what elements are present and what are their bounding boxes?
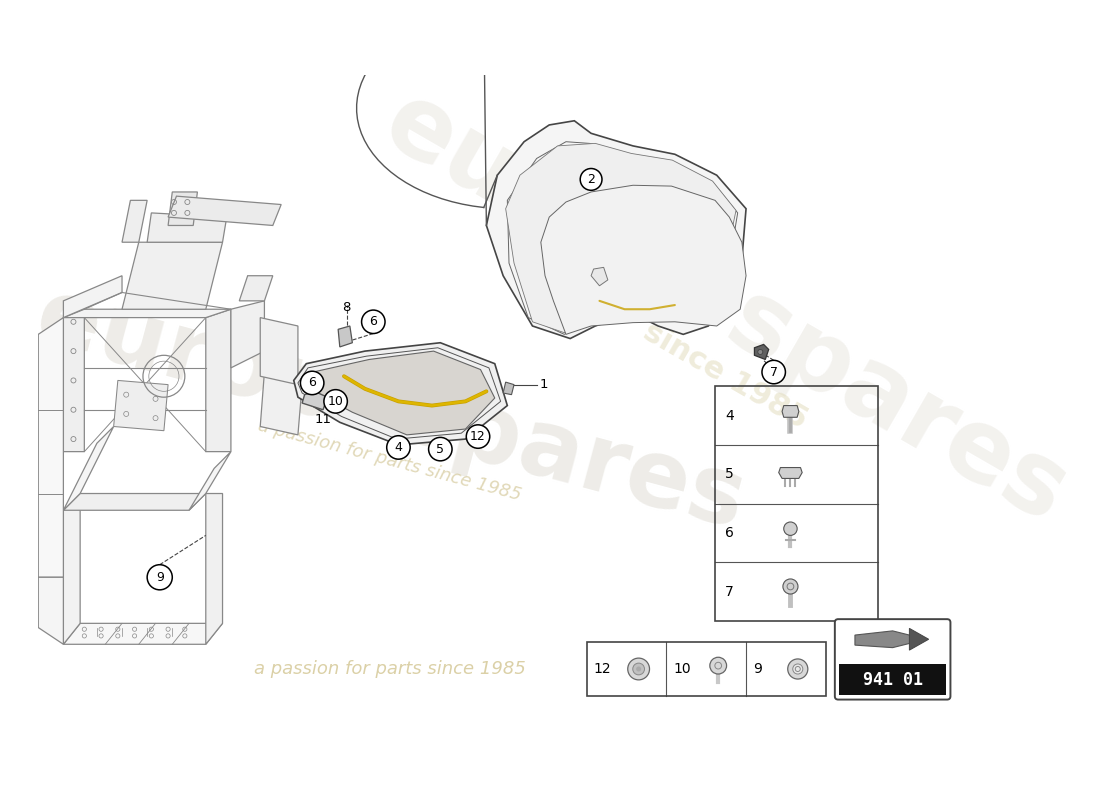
Polygon shape [310,351,495,435]
Polygon shape [189,452,231,510]
Text: 4: 4 [725,409,734,422]
Circle shape [362,310,385,334]
Polygon shape [231,301,264,368]
Text: 5: 5 [437,442,444,456]
Circle shape [628,658,649,680]
Bar [587,642,826,696]
Text: 12: 12 [594,662,612,676]
Polygon shape [910,628,928,650]
Text: 9: 9 [156,570,164,584]
Polygon shape [338,326,352,347]
Polygon shape [64,623,222,644]
Polygon shape [591,267,608,286]
Polygon shape [64,494,80,644]
Text: 3: 3 [778,367,786,380]
Circle shape [758,350,762,354]
Polygon shape [755,345,769,359]
Polygon shape [855,631,926,648]
Polygon shape [64,276,122,318]
Polygon shape [147,213,227,242]
Text: 11: 11 [315,414,331,426]
Text: 12: 12 [470,430,486,443]
FancyBboxPatch shape [835,619,950,699]
Polygon shape [206,494,222,644]
Circle shape [636,666,641,671]
Text: a passion for parts since 1985: a passion for parts since 1985 [254,661,526,678]
Polygon shape [240,276,273,301]
Circle shape [429,438,452,461]
Circle shape [783,579,798,594]
Polygon shape [64,310,231,318]
Polygon shape [779,467,802,478]
Circle shape [300,371,323,394]
Polygon shape [122,242,222,310]
Polygon shape [302,391,327,410]
Text: 10: 10 [328,395,343,408]
Polygon shape [39,578,64,644]
Text: 6: 6 [370,315,377,328]
Polygon shape [168,196,282,226]
Text: since 1985: since 1985 [638,318,813,435]
Text: 10: 10 [673,662,691,676]
Polygon shape [64,426,113,510]
Text: a passion for parts since 1985: a passion for parts since 1985 [256,416,524,504]
Polygon shape [541,186,746,334]
Circle shape [793,664,803,674]
Circle shape [788,659,807,679]
Text: 941 01: 941 01 [862,671,923,690]
Polygon shape [782,406,799,418]
Circle shape [466,425,490,448]
Text: 9: 9 [752,662,761,676]
Polygon shape [206,310,231,452]
Text: 4: 4 [395,441,403,454]
Text: 6: 6 [725,526,734,540]
Polygon shape [503,382,514,394]
Circle shape [580,169,602,190]
Bar [715,386,879,621]
Polygon shape [168,192,197,226]
Text: europospares: europospares [25,271,755,549]
Polygon shape [64,310,85,452]
Polygon shape [506,143,736,333]
Circle shape [387,436,410,459]
Text: 7: 7 [725,585,734,598]
Text: 8: 8 [342,301,351,314]
Text: 2: 2 [587,173,595,186]
Polygon shape [294,342,507,445]
Polygon shape [486,121,746,338]
Polygon shape [113,381,168,430]
Circle shape [783,522,798,535]
Text: 7: 7 [770,366,778,378]
Circle shape [762,360,785,384]
Circle shape [323,390,348,413]
Polygon shape [39,318,64,578]
Text: 1: 1 [539,378,548,391]
Text: 5: 5 [725,467,734,482]
Polygon shape [64,494,206,510]
Text: europospares: europospares [366,74,1084,544]
Bar [839,664,946,695]
Polygon shape [261,372,302,435]
Circle shape [710,658,727,674]
Polygon shape [122,200,147,242]
Text: 6: 6 [308,377,316,390]
Circle shape [147,565,173,590]
Circle shape [632,663,645,675]
Polygon shape [261,318,298,385]
